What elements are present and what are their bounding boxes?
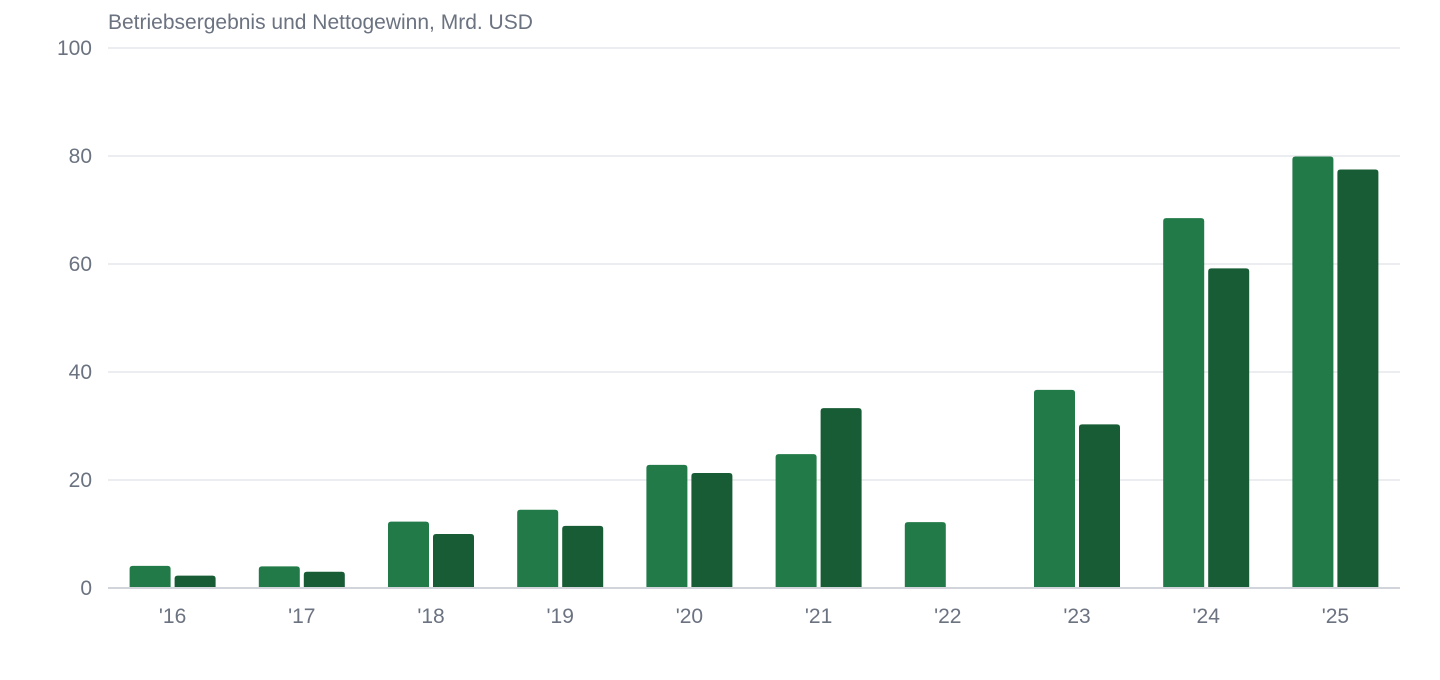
tick-labels: 0 20 40 60 80 100 '16 '17 '18 '19 '20 '21 '22 '23 '24 '… [57, 37, 1349, 628]
x-tick-label: '25 [1322, 605, 1349, 628]
x-tick-label: '19 [547, 605, 574, 628]
x-tick-label: '18 [417, 605, 444, 628]
bar-series-1 [775, 454, 817, 588]
y-tick-label: 0 [80, 577, 92, 600]
x-tick-label: '23 [1063, 605, 1090, 628]
bar-series-1 [388, 521, 429, 588]
bar-series-2 [562, 525, 604, 588]
bars [129, 156, 1379, 589]
y-tick-label: 100 [57, 37, 92, 60]
y-tick-label: 60 [69, 253, 92, 276]
x-tick-label: '20 [676, 605, 703, 628]
bar-series-2 [691, 472, 733, 588]
y-tick-label: 40 [69, 361, 92, 384]
x-tick-label: '16 [159, 605, 186, 628]
bar-series-2 [820, 408, 862, 588]
bar-series-1 [1292, 156, 1334, 589]
x-tick-label: '17 [288, 605, 315, 628]
grid-lines [108, 47, 1400, 481]
bar-series-2 [303, 571, 345, 588]
x-tick-label: '21 [805, 605, 832, 628]
bar-series-2 [174, 575, 216, 588]
bar-series-1 [904, 522, 946, 588]
bar-series-1 [129, 565, 171, 588]
y-tick-label: 80 [69, 145, 92, 168]
bar-series-1 [517, 509, 559, 588]
bar-series-1 [1034, 389, 1075, 588]
bar-series-2 [433, 534, 474, 588]
x-tick-label: '24 [1193, 605, 1221, 628]
bar-series-2 [1337, 169, 1379, 588]
bar-series-1 [258, 566, 300, 588]
chart-title: Betriebsergebnis und Nettogewinn, Mrd. U… [108, 11, 533, 34]
y-tick-label: 20 [69, 469, 92, 492]
bar-series-1 [646, 464, 688, 588]
bar-series-2 [1079, 424, 1120, 588]
bar-series-1 [1163, 218, 1205, 588]
bar-series-2 [1208, 268, 1250, 588]
x-tick-label: '22 [934, 605, 961, 628]
